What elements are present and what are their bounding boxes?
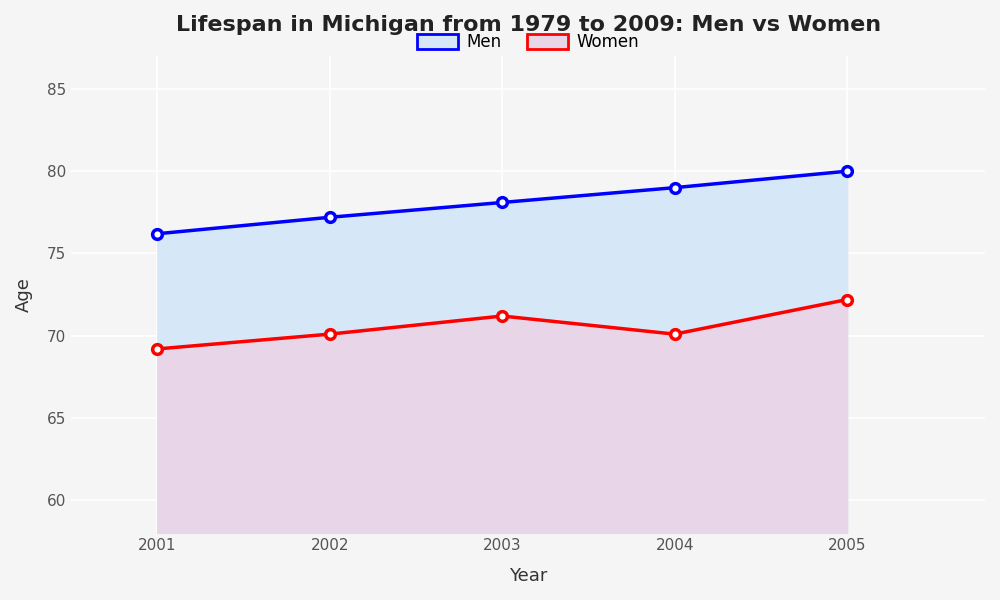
X-axis label: Year: Year xyxy=(509,567,547,585)
Y-axis label: Age: Age xyxy=(15,277,33,312)
Legend: Men, Women: Men, Women xyxy=(410,26,646,58)
Title: Lifespan in Michigan from 1979 to 2009: Men vs Women: Lifespan in Michigan from 1979 to 2009: … xyxy=(176,15,881,35)
